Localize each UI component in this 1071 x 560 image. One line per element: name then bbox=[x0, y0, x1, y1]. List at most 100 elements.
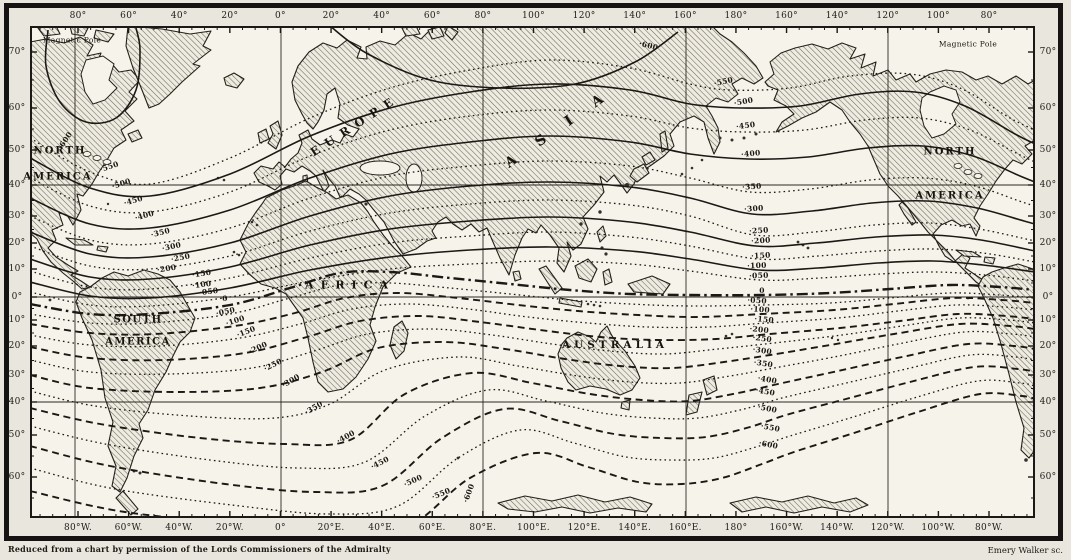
top-longitude-label: 20° bbox=[221, 11, 239, 21]
isoclinic-line-+250 bbox=[30, 199, 1035, 271]
left-latitude-label: 70° bbox=[8, 47, 26, 57]
isoclinic-value-label: ·050 bbox=[749, 271, 769, 281]
isoclinic-value-label: ·400 bbox=[134, 209, 155, 223]
isoclinic-value-label: ·600 bbox=[461, 482, 476, 503]
isoclinic-line-+300 bbox=[30, 181, 1035, 259]
right-latitude-label: 30° bbox=[1039, 370, 1057, 380]
isoclinic-value-label: ·500 bbox=[757, 402, 778, 415]
top-longitude-label: 60° bbox=[423, 11, 441, 21]
landmass-australia bbox=[557, 325, 641, 396]
right-latitude-label: 60° bbox=[1039, 472, 1057, 482]
left-latitude-label: 60° bbox=[8, 103, 26, 113]
isoclinic-value-label: ·250 bbox=[170, 251, 191, 264]
top-longitude-label: 20° bbox=[322, 11, 340, 21]
isoclinic-value-label: ·600 bbox=[758, 438, 779, 451]
landmass-japan bbox=[629, 151, 656, 183]
island-south-georgia bbox=[115, 490, 139, 516]
isoclinic-line-0 bbox=[30, 269, 1035, 317]
isoclinic-value-label: ·100 bbox=[191, 279, 211, 290]
world-map: ·600·550·500·450·400·350·300·250·200·150… bbox=[30, 26, 1035, 518]
bottom-longitude-label: 0° bbox=[275, 523, 286, 533]
isoclinic-line-+500 bbox=[30, 83, 1035, 198]
top-longitude-label: 100° bbox=[522, 11, 545, 21]
caribbean-islands-east bbox=[955, 249, 996, 265]
bottom-longitude-label: 160°W. bbox=[769, 523, 804, 533]
isoclinic-value-label: ·050 bbox=[747, 296, 767, 306]
isoclinic-value-label: ·050 bbox=[198, 286, 218, 297]
hudson-bay-east bbox=[919, 85, 961, 139]
top-longitude-label: 80° bbox=[474, 11, 492, 21]
left-latitude-label: 30° bbox=[8, 370, 26, 380]
right-latitude-label: 50° bbox=[1039, 430, 1057, 440]
left-latitude-label: 30° bbox=[8, 211, 26, 221]
top-longitude-label: 160° bbox=[673, 11, 697, 21]
bottom-longitude-label: 80°W. bbox=[64, 523, 92, 533]
island-ceylon bbox=[512, 270, 522, 282]
isoclinic-line-+200 bbox=[30, 216, 1035, 281]
label-north-america-west-1: NORTH bbox=[33, 145, 87, 157]
island-sumatra bbox=[538, 265, 563, 295]
isoclinic-line--350 bbox=[30, 330, 1035, 420]
island-tasmania bbox=[620, 399, 631, 411]
label-north-america-west-2: AMERICA bbox=[23, 171, 93, 183]
isoclinic-value-label: ·100 bbox=[750, 304, 770, 314]
isoclinic-value-label: ·400 bbox=[335, 428, 356, 445]
isoclinic-value-label: ·500 bbox=[733, 95, 754, 107]
left-latitude-label: 20° bbox=[8, 238, 26, 248]
right-latitude-label: 20° bbox=[1039, 341, 1057, 351]
bottom-longitude-label: 60°W. bbox=[114, 523, 143, 533]
bottom-longitude-label: 20°W. bbox=[215, 523, 244, 533]
isoclinic-value-label: ·450 bbox=[755, 385, 776, 397]
isoclinic-line--300 bbox=[30, 322, 1035, 393]
bottom-longitude-label: 140°E. bbox=[618, 523, 652, 533]
islands-philippines bbox=[596, 225, 607, 243]
isoclinic-value-label: ·300 bbox=[744, 203, 764, 213]
magnetic-pole-label-east: Magnetic Pole bbox=[938, 39, 998, 49]
top-longitude-label: 120° bbox=[572, 11, 596, 21]
bottom-longitude-label: 60°E. bbox=[418, 523, 446, 533]
bottom-longitude-label: 100°W. bbox=[921, 523, 956, 533]
bottom-longitude-label: 180° bbox=[724, 523, 748, 533]
bottom-longitude-label: 40°W. bbox=[165, 523, 194, 533]
landmass-north-america-east bbox=[764, 42, 1035, 289]
isoclinic-line--200 bbox=[30, 312, 1035, 362]
isoclinic-value-label: ·500 bbox=[111, 176, 132, 191]
top-longitude-label: 80° bbox=[69, 11, 87, 21]
isoclinic-value-label: ·300 bbox=[161, 240, 182, 253]
label-south-america-2: AMERICA bbox=[105, 336, 171, 348]
island-sakhalin bbox=[659, 130, 669, 153]
top-longitude-label: 140° bbox=[623, 11, 647, 21]
isoclinic-line--150 bbox=[30, 303, 1035, 348]
bottom-longitude-label: 120°E. bbox=[567, 523, 601, 533]
top-longitude-label: 160° bbox=[775, 11, 798, 21]
right-latitude-label: 30° bbox=[1039, 211, 1057, 221]
caribbean-islands-west bbox=[65, 237, 109, 253]
landmass-south-america-east bbox=[977, 263, 1035, 459]
label-north-america-east-2: AMERICA bbox=[915, 190, 985, 202]
isoclinic-value-label: ·550 bbox=[760, 421, 781, 434]
left-latitude-label: 40° bbox=[8, 397, 26, 407]
landmass-south-america-west bbox=[75, 269, 196, 493]
magnetic-pole-label-west: Magnetic Pole bbox=[42, 35, 102, 45]
top-longitude-label: 40° bbox=[373, 11, 391, 21]
top-longitude-label: 140° bbox=[825, 11, 849, 21]
landmass-iceland bbox=[223, 72, 245, 89]
isoclinic-line--100 bbox=[30, 292, 1035, 336]
isoclinic-value-label: ·300 bbox=[752, 345, 773, 357]
top-longitude-label: 0° bbox=[275, 11, 286, 21]
isoclinic-line--550 bbox=[30, 379, 1035, 515]
top-longitude-label: 80° bbox=[980, 11, 998, 21]
right-latitude-label: 40° bbox=[1039, 397, 1057, 407]
antarctica-coast-fragments bbox=[497, 494, 869, 514]
bottom-longitude-label: 80°E. bbox=[469, 523, 497, 533]
peninsula-baja bbox=[898, 201, 917, 226]
bottom-longitude-label: 20°E. bbox=[317, 523, 345, 533]
isoclinic-value-label: 0 bbox=[222, 294, 228, 303]
left-latitude-label: 50° bbox=[8, 145, 26, 155]
island-new-guinea bbox=[627, 275, 671, 295]
isoclinic-value-label: ·350 bbox=[742, 181, 762, 191]
isoclinic-value-label: ·450 bbox=[735, 120, 755, 131]
right-latitude-label: 40° bbox=[1039, 180, 1057, 190]
isoclinic-value-label: ·300 bbox=[280, 372, 301, 390]
